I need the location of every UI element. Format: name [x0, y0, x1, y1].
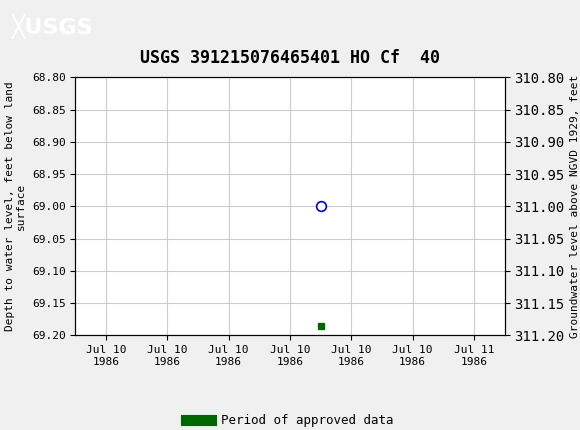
Text: USGS 391215076465401 HO Cf  40: USGS 391215076465401 HO Cf 40	[140, 49, 440, 67]
Legend: Period of approved data: Period of approved data	[181, 409, 399, 430]
Y-axis label: Groundwater level above NGVD 1929, feet: Groundwater level above NGVD 1929, feet	[570, 75, 580, 338]
Text: ╳USGS: ╳USGS	[12, 13, 93, 39]
Y-axis label: Depth to water level, feet below land
surface: Depth to water level, feet below land su…	[5, 82, 26, 331]
